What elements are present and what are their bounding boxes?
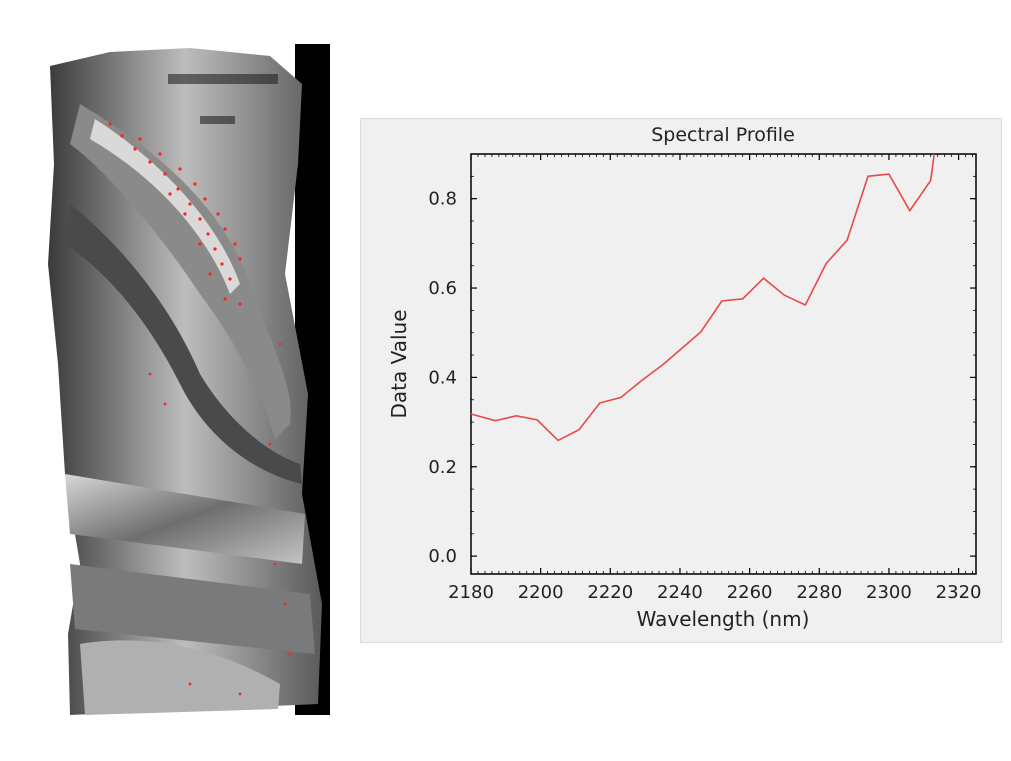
y-axis-label: Data Value [387,309,411,418]
spectral-profile-chart: Spectral Profile 2180 2200 2220 2240 2260 228… [387,124,981,631]
y-tick-label: 0.6 [428,278,457,299]
x-tick-label: 2260 [727,582,773,603]
plot-area [470,153,977,575]
x-tick-label: 2220 [587,582,633,603]
spectral-series-line [470,153,935,442]
y-axis-ticks: 0.0 0.2 0.4 0.6 0.8 [428,153,976,567]
y-tick-label: 0.2 [428,457,457,478]
hyperspectral-image [40,44,330,715]
y-tick-label: 0.0 [428,546,457,567]
chart-title: Spectral Profile [651,124,795,146]
x-tick-label: 2320 [936,582,982,603]
hyperspectral-image-canvas [40,44,330,715]
x-tick-label: 2180 [448,582,494,603]
x-axis-ticks: 2180 2200 2220 2240 2260 2280 2300 2320 [448,154,981,603]
highlighted-pixels [108,122,292,696]
x-tick-label: 2300 [866,582,912,603]
y-tick-label: 0.8 [428,189,457,210]
spectral-profile-panel: Spectral Profile 2180 2200 2220 2240 2260 228… [360,118,1002,643]
x-axis-label: Wavelength (nm) [637,607,810,631]
y-tick-label: 0.4 [428,367,457,388]
x-tick-label: 2200 [518,582,564,603]
x-tick-label: 2240 [657,582,703,603]
x-tick-label: 2280 [796,582,842,603]
